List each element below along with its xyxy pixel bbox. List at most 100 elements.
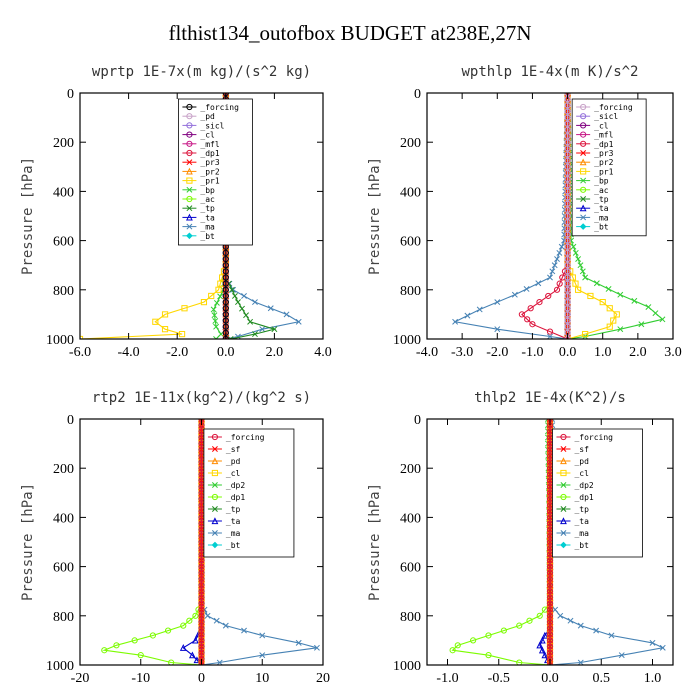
data-point-forcing: [564, 311, 571, 318]
data-point-forcing: [564, 292, 571, 300]
data-point-pr1: [215, 286, 222, 293]
data-point-dp1: [518, 311, 525, 318]
data-point-ta: [541, 651, 549, 659]
data-point-forcing: [198, 649, 205, 656]
legend-entry-pr3: _pr3: [200, 158, 219, 167]
data-point-ma: [558, 243, 565, 250]
data-point-bp: [213, 299, 220, 306]
legend-box: [552, 428, 643, 558]
data-point-tp: [239, 305, 245, 312]
legend-marker-sf: [560, 446, 567, 452]
legend-entry-forcing: _forcing: [594, 103, 633, 112]
data-point-forcing: [198, 581, 205, 589]
legend-entry-tp: _tp: [200, 204, 215, 213]
data-point-ma: [554, 256, 560, 263]
data-point-ma: [267, 305, 274, 312]
legend-entry-sicl: _sicl: [594, 112, 618, 121]
data-point-forcing: [198, 563, 205, 570]
legend-entry-pr2: _pr2: [200, 167, 219, 176]
legend-marker-pr2: [579, 158, 587, 166]
legend-marker-forcing: [211, 433, 219, 441]
data-point-tp: [252, 331, 258, 338]
legend-marker-dp1: [560, 493, 567, 501]
legend-entry-pr1: _pr1: [200, 177, 219, 186]
data-point-forcing: [564, 176, 571, 183]
y-tick-label: 200: [53, 136, 74, 151]
panels: wprtp 1E-7x(m kg)/(s^2 kg) Pressure [hPa]…: [20, 64, 682, 686]
legend-marker-forcing: [560, 433, 567, 441]
data-point-ma: [577, 659, 584, 665]
data-point-forcing: [198, 569, 205, 576]
x-tick-label: 3.0: [664, 345, 682, 360]
legend: _forcing_sicl_cl_mfl_dp1_pr3_pr2_pr1_bp_…: [571, 98, 647, 237]
data-point-forcing: [222, 311, 229, 318]
data-point-bp: [638, 321, 645, 328]
legend-marker-pd: [560, 457, 567, 465]
data-point-tp: [247, 318, 254, 325]
data-point-bp: [593, 280, 600, 287]
data-point-ma: [259, 632, 266, 639]
y-tick-label: 200: [53, 462, 74, 477]
legend-marker-bt: [211, 541, 219, 549]
legend-entry-dp1: _dp1: [226, 493, 245, 502]
data-point-tp: [243, 312, 250, 319]
data-point-forcing: [198, 612, 205, 619]
data-point-pr1: [572, 280, 579, 287]
legend-entry-ta: _ta: [226, 517, 241, 526]
data-point-forcing: [546, 606, 554, 613]
data-point-forcing: [546, 612, 554, 619]
data-point-forcing: [198, 643, 205, 650]
data-point-forcing: [222, 280, 229, 287]
data-point-ma: [494, 326, 501, 333]
data-point-forcing: [546, 563, 554, 570]
legend-marker-pd: [211, 457, 219, 465]
x-tick-label: 1.0: [594, 345, 612, 360]
data-point-forcing: [198, 631, 205, 638]
data-point-ta: [538, 646, 546, 654]
data-point-ma: [476, 306, 483, 313]
x-tick-label: -4.0: [416, 345, 438, 360]
legend-marker-tp: [560, 506, 567, 512]
data-point-bp: [572, 249, 579, 256]
legend-marker-sicl: [580, 113, 587, 120]
data-point-dp1: [500, 627, 507, 634]
data-point-bp: [577, 262, 584, 269]
data-point-forcing: [546, 581, 554, 589]
data-point-bp: [582, 274, 589, 281]
data-point-dp1: [529, 321, 536, 328]
data-point-ma: [608, 632, 615, 639]
data-point-forcing: [222, 317, 229, 324]
legend-marker-ta: [579, 204, 587, 212]
data-point-forcing: [564, 286, 571, 293]
legend-marker-pr1: [186, 177, 193, 184]
data-point-bp: [659, 316, 666, 323]
legend-entry-cl: _cl: [594, 121, 609, 130]
data-point-dp1: [485, 652, 492, 659]
legend-marker-forcing: [186, 103, 193, 111]
legend-entry-tp: _tp: [226, 505, 241, 514]
data-point-forcing: [564, 120, 571, 127]
y-tick-label: 800: [53, 610, 74, 625]
legend-marker-bt: [186, 232, 193, 240]
data-point-forcing: [564, 126, 571, 133]
data-point-forcing: [564, 206, 571, 213]
data-point-forcing: [546, 643, 554, 650]
legend-entry-pd: _pd: [200, 112, 215, 121]
data-point-forcing: [564, 231, 571, 238]
data-point-ma: [213, 617, 220, 624]
data-point-bp: [579, 268, 586, 275]
data-point-forcing: [564, 225, 571, 232]
data-point-forcing: [564, 268, 571, 275]
legend: _forcing _sf _pd _cl _dp2 _dp1 _tp _ta _ma _bt: [203, 428, 295, 558]
legend-marker-ma: [186, 223, 193, 230]
legend-marker-sicl: [186, 122, 193, 129]
data-point-ma: [464, 312, 471, 319]
data-point-forcing: [546, 649, 554, 656]
data-point-ma: [222, 622, 229, 629]
y-tick-label: 400: [400, 511, 421, 526]
data-point-ta: [541, 631, 549, 639]
data-point-forcing: [564, 108, 571, 115]
legend-entry-dp1: _dp1: [594, 140, 613, 149]
panel-title: rtp2 1E-11x(kg^2)/(kg^2 s): [92, 390, 311, 406]
data-point-dp1: [553, 286, 561, 293]
